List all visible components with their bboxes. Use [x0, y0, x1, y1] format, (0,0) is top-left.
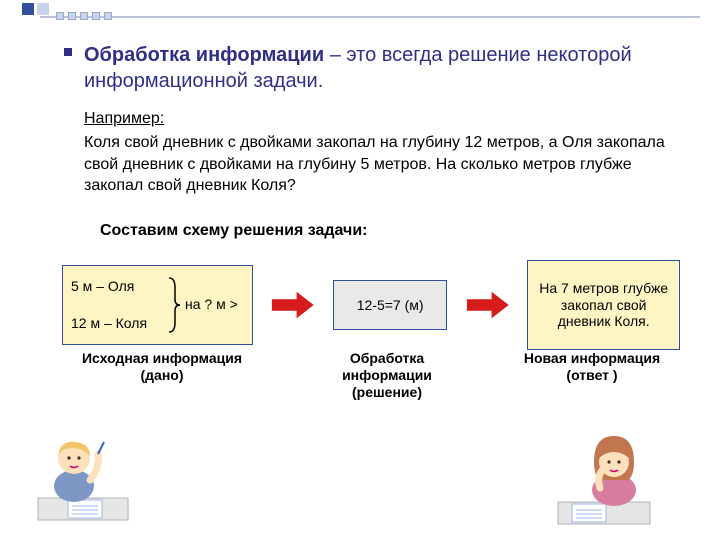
- girl-illustration: [550, 422, 660, 532]
- decor-line: [40, 16, 700, 18]
- example-label: Например:: [84, 110, 164, 128]
- decor-dot: [80, 12, 88, 20]
- decor-square-dark: [22, 3, 34, 15]
- box-result: На 7 метров глубже закопал свой дневник …: [527, 260, 680, 350]
- arrow-icon: [270, 287, 316, 323]
- boy-illustration: [28, 420, 138, 530]
- captions-row: Исходная информация (дано) Обработка инф…: [62, 350, 680, 400]
- flow-row: 5 м – Оля 12 м – Коля на ? м > 12-5=7 (м…: [62, 255, 680, 355]
- decor-square-light: [37, 3, 49, 15]
- decor-dot: [56, 12, 64, 20]
- caption-result: Новая информация (ответ ): [507, 350, 677, 400]
- arrow-icon: [465, 287, 511, 323]
- bullet-icon: [64, 48, 72, 56]
- box-given: 5 м – Оля 12 м – Коля на ? м >: [62, 265, 253, 345]
- brace-icon: [167, 276, 181, 334]
- given-question: на ? м >: [185, 296, 238, 312]
- slide: Обработка информации – это всегда решени…: [0, 0, 720, 540]
- heading: Обработка информации – это всегда решени…: [84, 42, 680, 94]
- caption-given: Исходная информация (дано): [62, 350, 262, 400]
- box-process: 12-5=7 (м): [333, 280, 448, 330]
- process-text: 12-5=7 (м): [340, 297, 441, 313]
- decor-dot: [68, 12, 76, 20]
- top-decor: [0, 0, 720, 22]
- decor-dot: [92, 12, 100, 20]
- heading-bold: Обработка информации: [84, 44, 324, 66]
- result-text: На 7 метров глубже закопал свой дневник …: [534, 280, 673, 330]
- caption-process: Обработка информации (решение): [322, 350, 452, 400]
- schema-label: Составим схему решения задачи:: [100, 222, 367, 240]
- example-body: Коля свой дневник с двойками закопал на …: [84, 132, 680, 197]
- given-line2: 12 м – Коля: [71, 315, 244, 332]
- decor-dot: [104, 12, 112, 20]
- given-line1: 5 м – Оля: [71, 278, 244, 295]
